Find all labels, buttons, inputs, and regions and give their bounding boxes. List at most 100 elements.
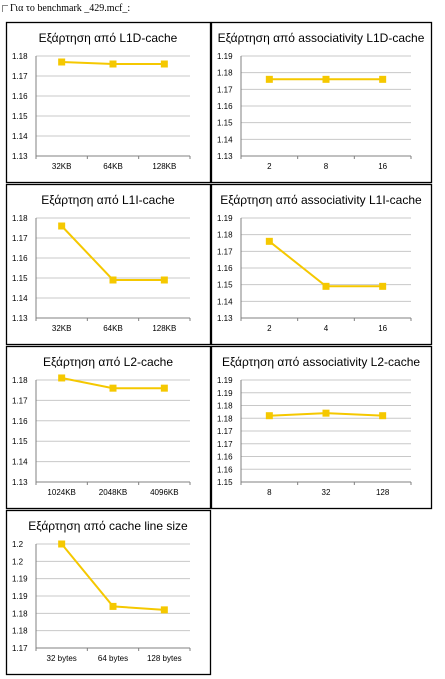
y-tick-label: 1.18 xyxy=(12,214,28,223)
y-tick-label: 1.16 xyxy=(217,453,233,462)
y-tick-label: 1.16 xyxy=(217,102,233,111)
y-tick-label: 1.19 xyxy=(217,52,233,61)
y-tick-label: 1.14 xyxy=(12,458,28,467)
y-tick-label: 1.19 xyxy=(217,376,233,385)
x-tick-label: 64KB xyxy=(103,324,123,333)
y-tick-label: 1.13 xyxy=(12,478,28,487)
y-tick-label: 1.13 xyxy=(217,314,233,323)
x-tick-label: 32KB xyxy=(52,162,72,171)
chart-title: Εξάρτηση από L2-cache xyxy=(43,355,173,369)
y-tick-label: 1.15 xyxy=(217,281,233,290)
data-point xyxy=(109,60,117,68)
y-tick-label: 1.15 xyxy=(12,437,28,446)
chart-panel-1: Εξάρτηση από L1D-cache 1.18 1.17 1.16 1.15 1.… xyxy=(5,21,212,184)
header-text: Για το benchmark _429.mcf_: xyxy=(10,2,131,14)
data-point xyxy=(58,58,66,66)
y-tick-label: 1.15 xyxy=(217,119,233,128)
x-tick-label: 4 xyxy=(324,324,329,333)
data-point xyxy=(379,75,387,83)
y-tick-label: 1.18 xyxy=(12,376,28,385)
y-tick-label: 1.15 xyxy=(12,112,28,121)
data-point xyxy=(160,60,168,68)
chart-panel-6: Εξάρτηση από associativity L2-cache 1.19 1… xyxy=(210,345,433,510)
data-point xyxy=(160,384,168,392)
y-tick-label: 1.16 xyxy=(217,465,233,474)
chart-frame xyxy=(5,183,212,346)
chart-title: Εξάρτηση από L1D-cache xyxy=(39,31,178,45)
y-tick-label: 1.18 xyxy=(12,609,28,618)
y-tick-label: 1.14 xyxy=(12,132,28,141)
y-tick-label: 1.17 xyxy=(217,427,233,436)
chart-panel-2: Εξάρτηση από associativity L1D-cache 1.19… xyxy=(210,21,433,184)
y-tick-label: 1.19 xyxy=(217,214,233,223)
y-tick-label: 1.13 xyxy=(12,152,28,161)
text-cursor-mark xyxy=(2,4,8,12)
y-tick-label: 1.19 xyxy=(12,592,28,601)
y-tick-label: 1.17 xyxy=(12,396,28,405)
data-point xyxy=(160,276,168,284)
chart-frame xyxy=(5,345,212,510)
chart-frame xyxy=(5,21,212,184)
y-tick-label: 1.14 xyxy=(12,294,28,303)
y-tick-label: 1.13 xyxy=(217,152,233,161)
y-tick-label: 1.17 xyxy=(217,85,233,94)
y-tick-label: 1.16 xyxy=(12,254,28,263)
x-tick-label: 16 xyxy=(378,162,387,171)
chart-panel-3: Εξάρτηση από L1I-cache 1.18 1.17 1.16 1.15 1.… xyxy=(5,183,212,346)
y-tick-label: 1.19 xyxy=(12,575,28,584)
chart-panel-4: Εξάρτηση από associativity L1I-cache 1.19… xyxy=(210,183,433,346)
y-tick-label: 1.17 xyxy=(217,247,233,256)
y-tick-label: 1.18 xyxy=(217,414,233,423)
data-point xyxy=(265,412,273,420)
y-tick-label: 1.17 xyxy=(217,440,233,449)
y-tick-label: 1.17 xyxy=(12,72,28,81)
y-tick-label: 1.14 xyxy=(217,297,233,306)
y-tick-label: 1.16 xyxy=(12,417,28,426)
y-tick-label: 1.2 xyxy=(12,540,24,549)
data-point xyxy=(109,276,117,284)
x-tick-label: 1024KB xyxy=(47,488,75,497)
y-tick-label: 1.18 xyxy=(217,231,233,240)
x-tick-label: 64KB xyxy=(103,162,123,171)
data-point xyxy=(58,540,66,548)
y-tick-label: 1.17 xyxy=(12,644,28,653)
x-tick-label: 2 xyxy=(267,324,272,333)
x-tick-label: 2048KB xyxy=(99,488,127,497)
data-point xyxy=(265,75,273,83)
data-point xyxy=(322,282,330,290)
x-tick-label: 128KB xyxy=(152,324,176,333)
x-tick-label: 4096KB xyxy=(150,488,178,497)
x-tick-label: 16 xyxy=(378,324,387,333)
chart-panel-5: Εξάρτηση από L2-cache 1.18 1.17 1.16 1.15 1.1… xyxy=(5,345,212,510)
x-tick-label: 64 bytes xyxy=(98,654,128,663)
x-tick-label: 128KB xyxy=(152,162,176,171)
y-tick-label: 1.19 xyxy=(217,389,233,398)
y-tick-label: 1.17 xyxy=(12,234,28,243)
y-tick-label: 1.18 xyxy=(217,402,233,411)
x-tick-label: 32KB xyxy=(52,324,72,333)
y-tick-label: 1.18 xyxy=(12,52,28,61)
data-point xyxy=(160,606,168,614)
chart-title: Εξάρτηση από associativity L1D-cache xyxy=(218,31,425,45)
y-tick-label: 1.15 xyxy=(217,478,233,487)
data-point xyxy=(109,384,117,392)
chart-frame xyxy=(210,21,433,184)
x-tick-label: 2 xyxy=(267,162,272,171)
chart-frame xyxy=(210,345,433,510)
page-header: Για το benchmark _429.mcf_: xyxy=(2,2,130,14)
x-tick-label: 128 bytes xyxy=(147,654,182,663)
chart-panel-7: Εξάρτηση από cache line size 1.2 1.2 1.19 1.… xyxy=(5,509,212,676)
x-tick-label: 128 xyxy=(376,488,390,497)
data-point xyxy=(379,412,387,420)
x-tick-label: 8 xyxy=(267,488,272,497)
data-point xyxy=(58,222,66,230)
data-point xyxy=(322,409,330,417)
chart-frame xyxy=(5,509,212,676)
chart-title: Εξάρτηση από L1I-cache xyxy=(41,193,175,207)
data-point xyxy=(322,75,330,83)
data-point xyxy=(109,602,117,610)
y-tick-label: 1.16 xyxy=(217,264,233,273)
y-tick-label: 1.15 xyxy=(12,274,28,283)
y-tick-label: 1.16 xyxy=(12,92,28,101)
